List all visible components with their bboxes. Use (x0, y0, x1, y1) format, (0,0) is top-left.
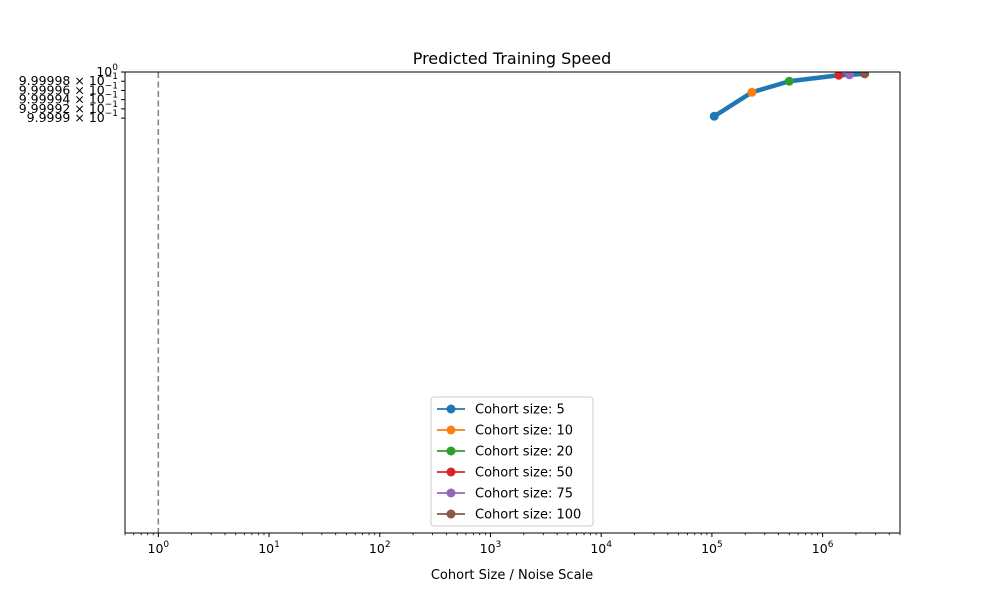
x-axis: 100 101 102 103 104 105 106 (124, 533, 901, 556)
data-point-3 (784, 76, 794, 86)
x-tick-label-6: 106 (812, 540, 834, 556)
legend-marker (446, 404, 456, 414)
x-tick-label-5: 105 (701, 540, 723, 556)
legend-marker (446, 488, 456, 498)
legend-item: Cohort size: 5 (437, 403, 565, 418)
data-point-1 (709, 111, 719, 121)
legend-marker (446, 425, 456, 435)
x-tick-label-1: 101 (258, 540, 280, 556)
legend-label-5: Cohort size: 75 (475, 487, 573, 502)
y-tick-label-1: 9.99998 × 10−1 (19, 72, 118, 88)
x-tick-label-2: 102 (369, 540, 391, 556)
y-tick-label-2: 9.99996 × 10−1 (19, 81, 118, 97)
legend-item: Cohort size: 20 (437, 445, 573, 460)
legend-box (430, 396, 594, 527)
data-point-6 (860, 72, 870, 79)
x-tick-label-4: 104 (590, 540, 612, 556)
x-tick-label-0: 100 (148, 540, 170, 556)
legend: Cohort size: 5 Cohort size: 10 Cohort size… (430, 396, 594, 527)
legend-label-2: Cohort size: 10 (475, 424, 573, 439)
chart-title: Predicted Training Speed (413, 49, 612, 68)
y-tick-label-4: 9.99992 × 10−1 (19, 100, 118, 116)
y-tick-label-0: 100 (96, 63, 118, 79)
legend-item: Cohort size: 10 (437, 424, 573, 439)
plot-frame (124, 71, 901, 534)
legend-marker (446, 467, 456, 477)
x-tick-label-3: 103 (480, 540, 502, 556)
x-axis-label: Cohort Size / Noise Scale (431, 568, 593, 583)
legend-marker (446, 509, 456, 519)
legend-label-1: Cohort size: 5 (475, 403, 565, 418)
data-point-5 (845, 72, 855, 80)
legend-item: Cohort size: 75 (437, 487, 573, 502)
y-tick-label-5: 9.9999 × 10−1 (27, 109, 118, 125)
y-tick-label-3: 9.99994 × 10−1 (19, 91, 118, 107)
data-point-4 (834, 72, 844, 80)
legend-item: Cohort size: 100 (437, 508, 581, 523)
legend-item: Cohort size: 50 (437, 466, 573, 481)
plot-area (157, 72, 870, 533)
legend-label-3: Cohort size: 20 (475, 445, 573, 460)
legend-label-6: Cohort size: 100 (475, 508, 581, 523)
legend-marker (446, 446, 456, 456)
legend-label-4: Cohort size: 50 (475, 466, 573, 481)
data-point-2 (747, 87, 757, 97)
